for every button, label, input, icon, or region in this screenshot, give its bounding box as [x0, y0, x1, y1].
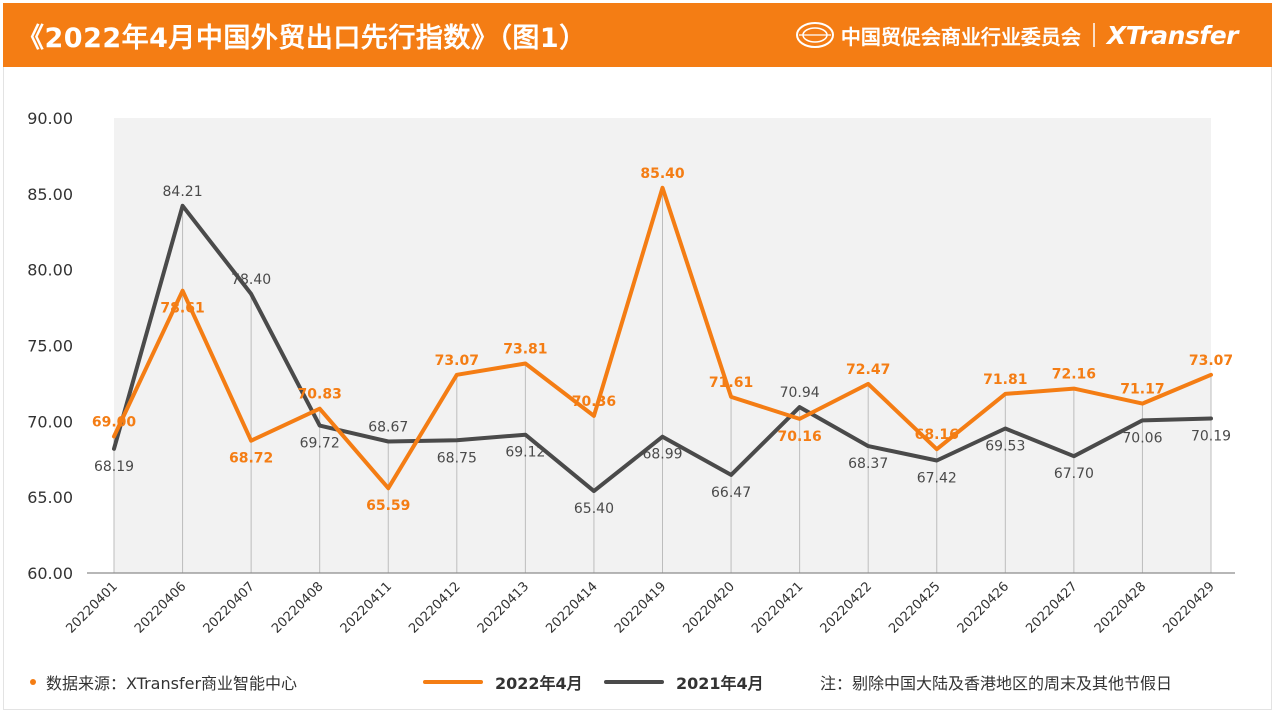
- series-line-2021: [112, 203, 1213, 494]
- x-tick-label: 20220412: [406, 579, 463, 636]
- data-label-2021: 70.06: [1122, 430, 1162, 446]
- x-tick-label: 20220407: [201, 579, 258, 636]
- data-label-2021: 70.19: [1191, 428, 1231, 444]
- x-tick-label: 20220408: [269, 579, 326, 636]
- source-text: 数据来源：XTransfer商业智能中心: [46, 674, 298, 693]
- x-tick-label: 20220426: [955, 579, 1012, 636]
- data-label-2022: 85.40: [640, 166, 685, 182]
- legend-item-2022: 2022年4月: [423, 670, 583, 694]
- org-name: 中国贸促会商业行业委员会: [840, 24, 1081, 49]
- series-line-2022: [112, 185, 1213, 491]
- x-tick-label: 20220429: [1160, 579, 1217, 636]
- x-tick-label: 20220411: [338, 579, 395, 636]
- x-axis: 20220401 20220406 20220407 20220408 20220411…: [63, 579, 1217, 636]
- x-tick-label: 20220425: [886, 579, 943, 636]
- chart-footer: 数据来源：XTransfer商业智能中心 2022年4月 2021年4月 注：剔…: [0, 662, 1277, 698]
- data-label-2022: 70.16: [777, 429, 821, 445]
- data-label-2022: 70.83: [298, 387, 342, 403]
- data-label-2021: 78.40: [231, 272, 271, 288]
- xtransfer-logo: XTransfer: [1106, 20, 1239, 50]
- data-label-2022: 72.16: [1052, 367, 1096, 383]
- y-tick-label: 70.00: [27, 412, 73, 431]
- data-label-2022: 73.07: [435, 353, 479, 369]
- data-label-2022: 65.59: [366, 498, 410, 514]
- brand-divider: [1092, 23, 1095, 47]
- data-label-2021: 67.42: [917, 470, 957, 486]
- data-label-2022: 78.61: [160, 301, 204, 317]
- brand-area: 中国贸促会商业行业委员会 XTransfer: [795, 20, 1239, 50]
- bullet-icon: [30, 679, 36, 685]
- legend-swatch-2021: [604, 680, 664, 684]
- legend-label-2021: 2021年4月: [676, 674, 764, 693]
- x-tick-label: 20220406: [132, 579, 189, 636]
- data-label-2021: 70.94: [780, 385, 820, 401]
- data-label-2022: 69.00: [92, 415, 137, 431]
- data-label-2021: 84.21: [163, 184, 203, 200]
- data-label-2021: 68.67: [368, 420, 408, 436]
- footnote: 注：剔除中国大陆及香港地区的周末及其他节假日: [820, 670, 1172, 694]
- chart-title: 《2022年4月中国外贸出口先行指数》（图1）: [17, 23, 587, 54]
- series-lines: [112, 185, 1213, 494]
- y-tick-label: 65.00: [27, 488, 73, 507]
- data-label-2021: 69.12: [505, 445, 545, 461]
- y-tick-label: 90.00: [27, 109, 73, 128]
- data-label-2021: 68.19: [94, 459, 134, 475]
- data-label-2021: 68.75: [437, 450, 477, 466]
- y-axis: 60.00 65.00 70.00 75.00 80.00 85.00 90.00: [27, 109, 73, 583]
- data-label-2022: 71.61: [709, 375, 753, 391]
- data-label-2022: 70.36: [572, 394, 616, 410]
- data-label-2021: 69.72: [300, 436, 340, 452]
- y-tick-label: 60.00: [27, 564, 73, 583]
- x-tick-label: 20220419: [612, 579, 669, 636]
- source-note: 数据来源：XTransfer商业智能中心: [30, 670, 297, 694]
- title-banner: 《2022年4月中国外贸出口先行指数》（图1） 中国贸促会商业行业委员会 XTr…: [3, 3, 1272, 67]
- vertical-gridlines: [113, 187, 1212, 573]
- data-label-2021: 67.70: [1054, 466, 1094, 482]
- data-label-2022: 72.47: [846, 362, 890, 378]
- legend-item-2021: 2021年4月: [604, 670, 764, 694]
- x-tick-label: 20220428: [1092, 579, 1149, 636]
- ccpit-logo-icon: [795, 22, 834, 48]
- data-label-2021: 68.99: [642, 447, 682, 463]
- y-tick-label: 75.00: [27, 337, 73, 356]
- x-tick-label: 20220427: [1023, 579, 1080, 636]
- data-label-2021: 69.53: [985, 438, 1025, 454]
- data-label-2022: 73.07: [1189, 353, 1233, 369]
- data-label-2022: 73.81: [503, 342, 547, 358]
- y-tick-label: 80.00: [27, 261, 73, 280]
- x-tick-label: 20220413: [475, 579, 532, 636]
- data-label-2022: 71.17: [1120, 382, 1164, 398]
- legend-swatch-2022: [423, 680, 483, 684]
- data-label-2022: 71.81: [983, 372, 1027, 388]
- x-tick-label: 20220401: [63, 579, 120, 636]
- data-label-2022: 68.16: [915, 427, 959, 443]
- legend-label-2022: 2022年4月: [495, 674, 583, 693]
- data-labels: 69.00 68.19 78.61 84.21 68.72 78.40 70.83 69.72…: [92, 166, 1233, 517]
- x-tick-label: 20220420: [680, 579, 737, 636]
- data-label-2021: 66.47: [711, 485, 751, 501]
- data-label-2022: 68.72: [229, 451, 273, 467]
- data-label-2021: 68.37: [848, 456, 888, 472]
- x-tick-label: 20220414: [543, 579, 600, 636]
- footnote-text: 注：剔除中国大陆及香港地区的周末及其他节假日: [820, 674, 1173, 693]
- x-tick-label: 20220422: [818, 579, 875, 636]
- line-chart: 60.00 65.00 70.00 75.00 80.00 85.00 90.00 2022…: [27, 109, 1235, 637]
- data-label-2021: 65.40: [574, 501, 614, 517]
- x-tick-label: 20220421: [749, 579, 806, 636]
- y-tick-label: 85.00: [27, 185, 73, 204]
